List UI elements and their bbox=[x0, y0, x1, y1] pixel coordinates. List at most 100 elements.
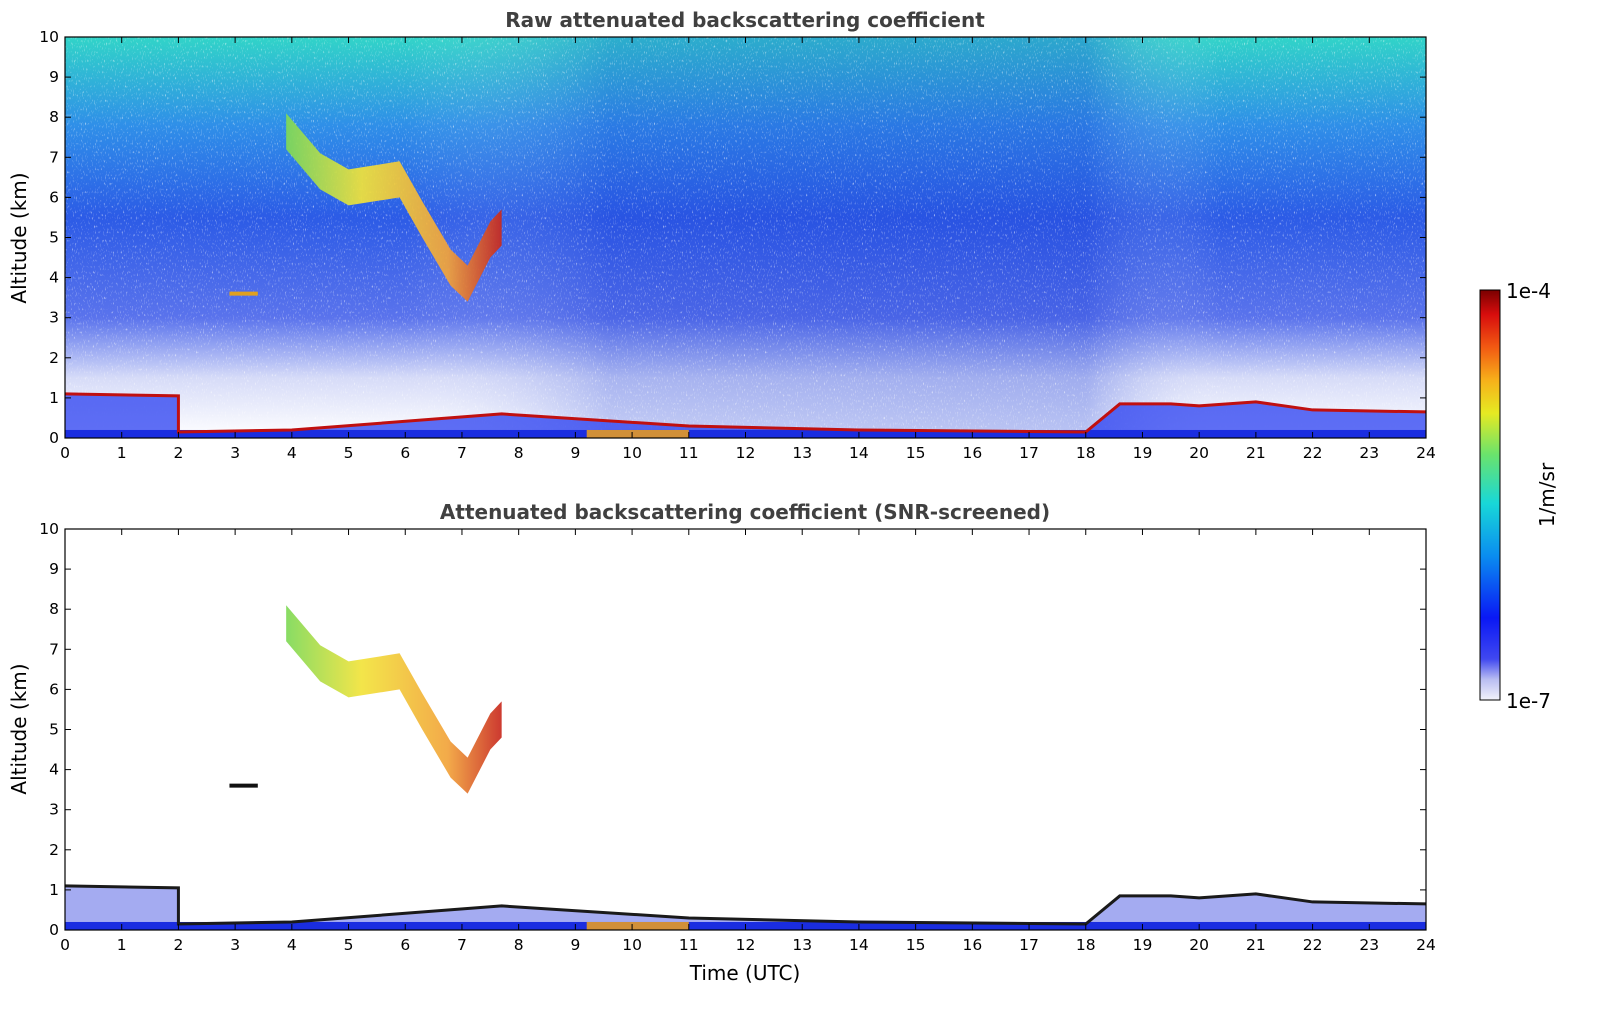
x-tick-label: 24 bbox=[1416, 444, 1436, 462]
x-tick-label: 15 bbox=[906, 444, 926, 462]
boundary-layer-fill bbox=[65, 393, 1426, 438]
y-tick-label: 1 bbox=[49, 881, 59, 899]
axes-raw: 0 1 2 3 4 5 6 7 8 9 10 11 12 13 14 15 16 17 18 19 20 21 22 23 24… bbox=[39, 28, 1436, 462]
x-tick-label: 7 bbox=[457, 444, 467, 462]
y-tick-label: 0 bbox=[49, 429, 59, 447]
elevated-layer bbox=[229, 291, 258, 296]
x-tick-label: 10 bbox=[622, 936, 642, 954]
y-tick-label: 10 bbox=[39, 28, 59, 46]
chart-title-raw: Raw attenuated backscattering coefficien… bbox=[505, 8, 985, 32]
x-tick-label: 5 bbox=[344, 444, 354, 462]
x-tick-label: 6 bbox=[400, 936, 410, 954]
x-tick-label: 8 bbox=[514, 444, 524, 462]
x-tick-label: 4 bbox=[287, 444, 297, 462]
x-tick-label: 1 bbox=[117, 444, 127, 462]
x-tick-label: 16 bbox=[962, 444, 982, 462]
y-tick-label: 2 bbox=[49, 349, 59, 367]
y-tick-label: 10 bbox=[39, 520, 59, 538]
x-tick-label: 14 bbox=[849, 936, 869, 954]
x-tick-label: 13 bbox=[792, 444, 812, 462]
panel-raw: Raw attenuated backscattering coefficien… bbox=[7, 8, 1436, 462]
y-tick-label: 8 bbox=[49, 108, 59, 126]
x-tick-label: 16 bbox=[962, 936, 982, 954]
y-tick-label: 5 bbox=[49, 229, 59, 247]
x-tick-label: 8 bbox=[514, 936, 524, 954]
x-tick-label: 18 bbox=[1076, 936, 1096, 954]
x-tick-label: 12 bbox=[736, 936, 756, 954]
y-tick-label: 4 bbox=[49, 761, 59, 779]
x-tick-label: 0 bbox=[60, 936, 70, 954]
x-tick-label: 23 bbox=[1359, 936, 1379, 954]
y-tick-label: 7 bbox=[49, 148, 59, 166]
y-tick-label: 3 bbox=[49, 801, 59, 819]
boundary-layer-top bbox=[65, 884, 1426, 926]
x-tick-label: 7 bbox=[457, 936, 467, 954]
x-tick-label: 2 bbox=[173, 936, 183, 954]
x-tick-label: 23 bbox=[1359, 444, 1379, 462]
heatmap-raw bbox=[65, 37, 1426, 438]
x-tick-label: 22 bbox=[1303, 936, 1323, 954]
x-tick-label: 21 bbox=[1246, 444, 1266, 462]
y-tick-label: 9 bbox=[49, 560, 59, 578]
near-surface-strong bbox=[586, 921, 689, 930]
colorbar-gradient bbox=[1479, 289, 1501, 701]
y-tick-label: 5 bbox=[49, 721, 59, 739]
x-tick-label: 11 bbox=[679, 936, 699, 954]
y-axis-label-raw: Altitude (km) bbox=[7, 172, 31, 303]
y-tick-label: 4 bbox=[49, 269, 59, 287]
panel-screened: Attenuated backscattering coefficient (S… bbox=[7, 500, 1436, 985]
x-tick-label: 24 bbox=[1416, 936, 1436, 954]
y-tick-label: 0 bbox=[49, 921, 59, 939]
cirrus-cloud bbox=[286, 113, 502, 302]
x-tick-label: 1 bbox=[117, 936, 127, 954]
y-tick-label: 9 bbox=[49, 68, 59, 86]
heatmap-screened bbox=[65, 529, 1426, 930]
y-tick-label: 2 bbox=[49, 841, 59, 859]
colorbar: 1e-4 1e-7 1/m/sr bbox=[1479, 279, 1559, 713]
x-tick-label: 17 bbox=[1019, 936, 1039, 954]
x-tick-label: 3 bbox=[230, 936, 240, 954]
x-axis-label: Time (UTC) bbox=[689, 961, 801, 985]
x-tick-label: 4 bbox=[287, 936, 297, 954]
colorbar-max-label: 1e-4 bbox=[1506, 279, 1551, 303]
x-tick-label: 13 bbox=[792, 936, 812, 954]
x-tick-label: 9 bbox=[570, 444, 580, 462]
x-tick-label: 12 bbox=[736, 444, 756, 462]
y-tick-label: 6 bbox=[49, 680, 59, 698]
colorbar-min-label: 1e-7 bbox=[1506, 689, 1551, 713]
y-tick-label: 3 bbox=[49, 309, 59, 327]
y-axis-label-screened: Altitude (km) bbox=[7, 663, 31, 794]
x-tick-label: 0 bbox=[60, 444, 70, 462]
x-tick-label: 6 bbox=[400, 444, 410, 462]
x-tick-label: 21 bbox=[1246, 936, 1266, 954]
x-tick-label: 10 bbox=[622, 444, 642, 462]
y-tick-label: 6 bbox=[49, 188, 59, 206]
x-tick-label: 14 bbox=[849, 444, 869, 462]
y-tick-label: 8 bbox=[49, 600, 59, 618]
colorbar-unit-label: 1/m/sr bbox=[1535, 462, 1559, 527]
x-tick-label: 20 bbox=[1189, 444, 1209, 462]
near-surface-strong bbox=[586, 429, 689, 438]
x-tick-label: 17 bbox=[1019, 444, 1039, 462]
x-tick-label: 5 bbox=[344, 936, 354, 954]
x-tick-label: 18 bbox=[1076, 444, 1096, 462]
boundary-layer-fill bbox=[65, 885, 1426, 930]
y-tick-label: 7 bbox=[49, 640, 59, 658]
x-tick-label: 9 bbox=[570, 936, 580, 954]
x-tick-label: 11 bbox=[679, 444, 699, 462]
x-tick-label: 22 bbox=[1303, 444, 1323, 462]
x-tick-label: 20 bbox=[1189, 936, 1209, 954]
x-tick-label: 2 bbox=[173, 444, 183, 462]
boundary-layer-top bbox=[65, 392, 1426, 434]
x-tick-label: 3 bbox=[230, 444, 240, 462]
cirrus-cloud bbox=[286, 605, 502, 794]
x-tick-label: 19 bbox=[1133, 444, 1153, 462]
elevated-layer bbox=[229, 783, 258, 788]
x-tick-label: 15 bbox=[906, 936, 926, 954]
chart-title-screened: Attenuated backscattering coefficient (S… bbox=[440, 500, 1050, 524]
y-tick-label: 1 bbox=[49, 389, 59, 407]
axes-screened: 0 1 2 3 4 5 6 7 8 9 10 11 12 13 14 15 16 17 18 19 20 21 22 23 24… bbox=[39, 520, 1436, 954]
x-tick-label: 19 bbox=[1133, 936, 1153, 954]
